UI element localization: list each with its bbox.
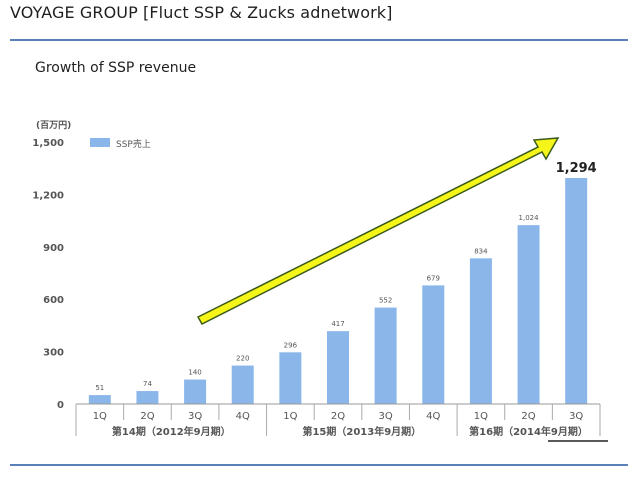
x-tick-label: 2Q xyxy=(331,411,345,422)
data-label: 296 xyxy=(284,341,298,349)
bar xyxy=(279,352,302,404)
legend-swatch xyxy=(90,138,110,147)
x-tick-label: 1Q xyxy=(474,411,488,422)
x-group-label: 第14期（2012年9月期） xyxy=(112,425,231,438)
bar xyxy=(231,365,254,404)
y-tick-label: 900 xyxy=(43,243,64,254)
x-tick-label: 3Q xyxy=(188,411,202,422)
x-group-label: 第16期（2014年9月期） xyxy=(469,425,588,438)
bar xyxy=(422,285,445,404)
title-divider xyxy=(10,39,628,41)
bar xyxy=(517,225,540,404)
x-tick-label: 1Q xyxy=(283,411,297,422)
x-tick-label: 4Q xyxy=(426,411,440,422)
growth-trend-arrow xyxy=(196,137,560,325)
data-label: 74 xyxy=(143,380,152,388)
slide-title: VOYAGE GROUP [Fluct SSP & Zucks adnetwor… xyxy=(10,3,393,22)
legend-label: SSP売上 xyxy=(116,138,151,150)
bar xyxy=(565,177,588,404)
data-label: 1,024 xyxy=(519,214,540,222)
y-tick-label: 300 xyxy=(43,348,64,359)
data-label: 1,294 xyxy=(556,161,597,176)
data-label: 552 xyxy=(379,297,392,305)
bar xyxy=(374,307,397,404)
x-tick-label: 2Q xyxy=(140,411,154,422)
data-label: 417 xyxy=(331,320,344,328)
data-label: 51 xyxy=(95,384,104,392)
data-label: 679 xyxy=(427,274,440,282)
bar xyxy=(327,331,349,404)
y-tick-label: 600 xyxy=(43,295,64,306)
y-tick-label: 0 xyxy=(57,400,64,411)
y-tick-label: 1,500 xyxy=(32,138,64,149)
slide-subtitle: Growth of SSP revenue xyxy=(35,60,197,76)
y-axis-unit-label: (百万円) xyxy=(36,120,71,131)
data-label: 834 xyxy=(474,247,488,255)
data-label: 220 xyxy=(236,355,249,363)
x-tick-label: 3Q xyxy=(569,411,583,422)
y-tick-label: 1,200 xyxy=(32,190,64,201)
x-tick-label: 3Q xyxy=(379,411,393,422)
bar xyxy=(469,258,492,404)
x-tick-label: 1Q xyxy=(93,411,107,422)
x-tick-label: 2Q xyxy=(521,411,535,422)
x-tick-label: 4Q xyxy=(236,411,250,422)
footer-divider xyxy=(10,464,628,466)
bar xyxy=(88,395,111,404)
bar xyxy=(136,391,159,404)
bar xyxy=(184,379,207,404)
x-group-label: 第15期（2013年9月期） xyxy=(302,425,421,438)
data-label: 140 xyxy=(188,369,201,377)
